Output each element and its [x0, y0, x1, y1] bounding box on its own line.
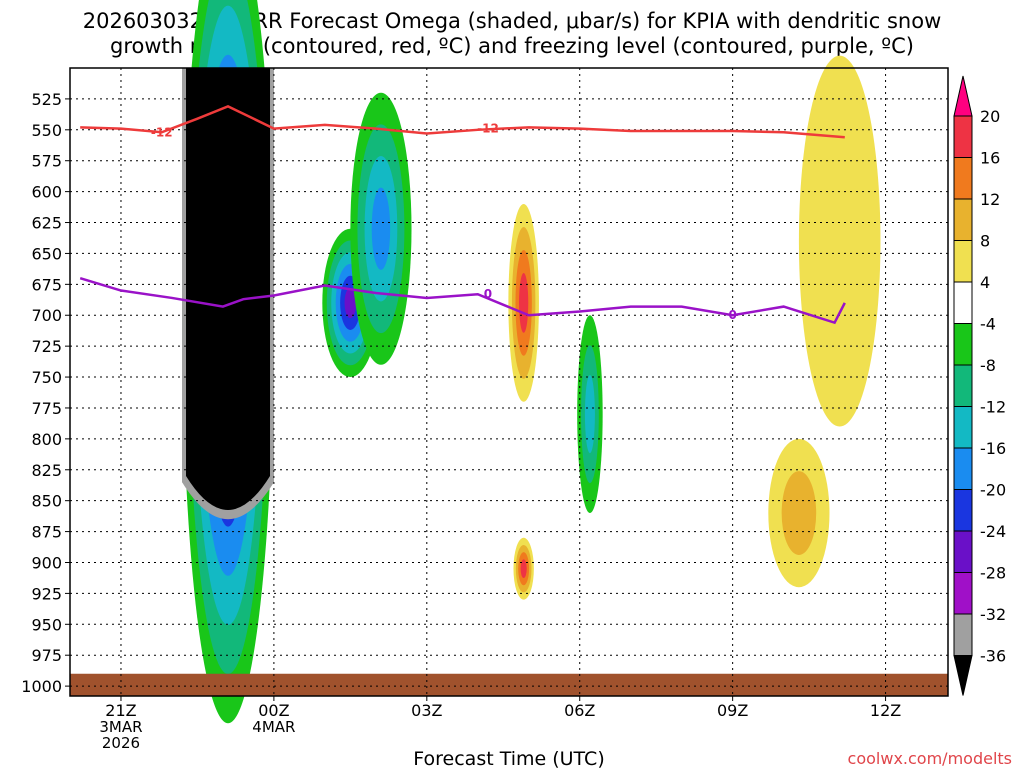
y-tick-label: 775 [31, 399, 62, 418]
omega-contour-pos6 [798, 55, 881, 427]
y-tick-label: 925 [31, 584, 62, 603]
colorbar-segment [953, 115, 973, 158]
colorbar-label: 12 [980, 190, 1000, 209]
colorbar-label: -4 [980, 315, 996, 334]
omega-contour-pos18 [519, 272, 529, 333]
colorbar-top-arrow [953, 75, 973, 117]
x-tick-label: 09Z [717, 701, 748, 720]
x-tick-label: 3MAR [99, 718, 142, 736]
colorbar-segment [953, 281, 973, 324]
omega-contour-neg14 [584, 375, 595, 454]
y-tick-label: 875 [31, 523, 62, 542]
y-tick-label: 950 [31, 615, 62, 634]
colorbar-segment [953, 447, 973, 490]
y-tick-label: 750 [31, 368, 62, 387]
contour-label: 0 [484, 287, 492, 301]
colorbar-label: 16 [980, 149, 1000, 168]
colorbar-segment [953, 198, 973, 241]
credit-text: coolwx.com/modelts [848, 749, 1012, 768]
ground-band [70, 673, 948, 696]
colorbar-label: -16 [980, 439, 1006, 458]
colorbar-segment [953, 240, 973, 283]
colorbar-bottom-arrow [953, 655, 973, 696]
colorbar-label: -24 [980, 522, 1006, 541]
y-tick-label: 725 [31, 337, 62, 356]
colorbar-segment [953, 157, 973, 200]
contours: -12 -12 0 0 [79, 104, 846, 325]
x-tick-label: 00Z [258, 701, 289, 720]
y-tick-label: 700 [31, 306, 62, 325]
y-tick-label: 675 [31, 275, 62, 294]
colorbar-segment [953, 406, 973, 449]
y-tick-label: 550 [31, 121, 62, 140]
y-tick-label: 1000 [21, 677, 62, 696]
omega-contour-neg18 [371, 187, 391, 270]
plot-frame [69, 67, 949, 697]
omega-contour-pos18 [520, 559, 527, 579]
y-tick-label: 800 [31, 430, 62, 449]
colorbar-segment [953, 323, 973, 366]
gridlines [70, 68, 948, 696]
plot-area: -12 -12 0 0 [69, 0, 949, 724]
colorbar-label: -36 [980, 647, 1006, 666]
colorbar-segment [953, 364, 973, 407]
colorbar-label: -20 [980, 481, 1006, 500]
y-tick-label: 975 [31, 646, 62, 665]
y-tick-label: 650 [31, 244, 62, 263]
colorbar-label: 20 [980, 107, 1000, 126]
omega-core-black [186, 68, 271, 510]
freezing-level-contour [79, 276, 846, 325]
x-axis-label: Forecast Time (UTC) [413, 748, 604, 768]
y-tick-label: 600 [31, 183, 62, 202]
y-tick-label: 525 [31, 90, 62, 109]
x-tick-label: 03Z [411, 701, 442, 720]
y-axis: 525 550 575 600 625 650 675 700 725 750 775 800 825 8… [21, 90, 70, 696]
omega-contour-pos10 [781, 471, 817, 555]
y-tick-label: 575 [31, 152, 62, 171]
colorbar-label: 8 [980, 232, 990, 251]
colorbar: 20 16 12 8 4 -4 -8 -12 -16 -20 -24 -28 -32 -36 [953, 75, 1006, 696]
colorbar-label: -28 [980, 564, 1006, 583]
x-tick-label: 4MAR [252, 718, 295, 736]
omega-contour-neg26 [344, 287, 357, 319]
x-tick-label: 12Z [870, 701, 901, 720]
contour-label: 0 [728, 308, 736, 322]
y-tick-label: 625 [31, 214, 62, 233]
colorbar-segment [953, 572, 973, 615]
colorbar-segment [953, 530, 973, 573]
snow-growth-contour [80, 104, 845, 139]
colorbar-segment [953, 489, 973, 532]
x-tick-label: 2026 [102, 734, 140, 752]
contour-label: -12 [151, 125, 173, 139]
contour-label: -12 [477, 122, 499, 136]
colorbar-label: -32 [980, 605, 1006, 624]
x-tick-label: 21Z [105, 701, 136, 720]
colorbar-label: -12 [980, 398, 1006, 417]
y-tick-label: 900 [31, 553, 62, 572]
colorbar-segment [953, 613, 973, 656]
x-tick-label: 06Z [564, 701, 595, 720]
colorbar-label: -8 [980, 356, 996, 375]
y-tick-label: 850 [31, 492, 62, 511]
y-tick-label: 825 [31, 461, 62, 480]
colorbar-label: 4 [980, 273, 990, 292]
